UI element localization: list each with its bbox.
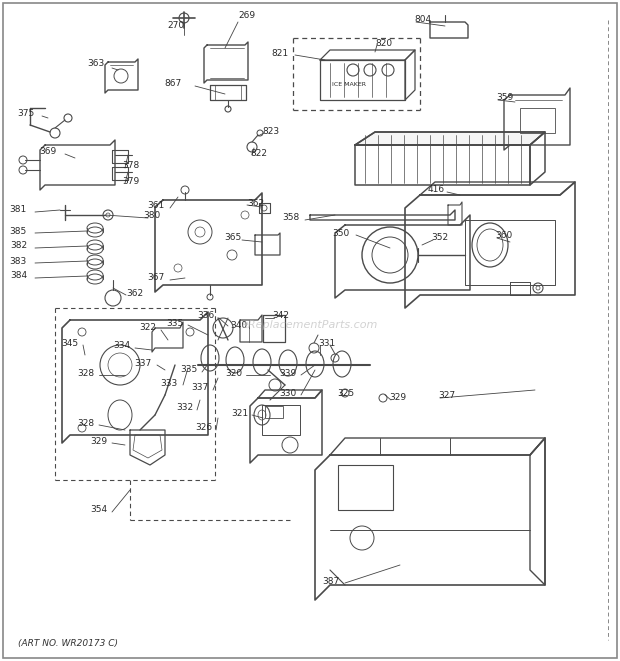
Text: 345: 345	[61, 338, 78, 348]
Text: 328: 328	[77, 368, 94, 377]
Text: 329: 329	[90, 436, 107, 446]
Text: 339: 339	[280, 368, 297, 377]
Text: 358: 358	[283, 214, 300, 223]
Bar	[338, 465, 393, 510]
Text: 382: 382	[10, 241, 27, 251]
Text: 321: 321	[231, 408, 248, 418]
Text: 367: 367	[148, 274, 165, 282]
Text: 334: 334	[113, 342, 130, 350]
Text: 270: 270	[167, 22, 184, 30]
Text: 385: 385	[10, 227, 27, 235]
Text: 384: 384	[10, 272, 27, 280]
Text: 381: 381	[10, 206, 27, 215]
Text: 329: 329	[389, 393, 406, 403]
Bar	[520, 108, 555, 133]
Text: 337: 337	[192, 383, 209, 393]
Text: 269: 269	[238, 11, 255, 20]
Text: 416: 416	[428, 186, 445, 194]
Text: 332: 332	[176, 403, 193, 412]
Text: 354: 354	[90, 506, 107, 514]
Text: 335: 335	[181, 366, 198, 375]
Text: ICE MAKER: ICE MAKER	[332, 82, 366, 87]
Text: 327: 327	[438, 391, 455, 401]
Text: 322: 322	[139, 323, 156, 332]
Text: 335: 335	[167, 319, 184, 327]
Text: 378: 378	[122, 161, 140, 171]
Text: 867: 867	[165, 79, 182, 87]
Text: 362: 362	[247, 198, 264, 208]
Text: 320: 320	[225, 368, 242, 377]
Text: 336: 336	[198, 311, 215, 321]
Text: 804: 804	[414, 15, 431, 24]
Text: 362: 362	[126, 288, 143, 297]
Text: 328: 328	[77, 418, 94, 428]
Text: 365: 365	[224, 233, 242, 243]
Text: 821: 821	[271, 48, 288, 58]
Text: 342: 342	[272, 311, 289, 321]
Text: 326: 326	[195, 424, 212, 432]
Text: 383: 383	[10, 256, 27, 266]
Text: 352: 352	[431, 233, 448, 243]
Text: 379: 379	[122, 176, 140, 186]
Text: 823: 823	[262, 126, 279, 136]
Text: 380: 380	[143, 212, 160, 221]
Text: 822: 822	[250, 149, 267, 157]
Text: 369: 369	[40, 147, 57, 155]
Text: 359: 359	[496, 93, 513, 102]
Bar	[262, 405, 300, 435]
Text: 350: 350	[333, 229, 350, 237]
Text: 340: 340	[230, 321, 247, 330]
Text: 325: 325	[337, 389, 354, 397]
Bar	[265, 406, 283, 418]
Text: 331: 331	[318, 338, 335, 348]
Text: 333: 333	[161, 379, 178, 387]
Text: 363: 363	[88, 59, 105, 67]
Text: 375: 375	[18, 108, 35, 118]
Text: 360: 360	[495, 231, 512, 241]
Polygon shape	[355, 132, 545, 145]
Text: 337: 337	[135, 358, 152, 368]
Text: 387: 387	[323, 576, 340, 586]
Text: 820: 820	[375, 38, 392, 48]
Text: (ART NO. WR20173 C): (ART NO. WR20173 C)	[18, 639, 118, 648]
Text: eReplacementParts.com: eReplacementParts.com	[242, 320, 378, 330]
Text: 361: 361	[148, 202, 165, 210]
Text: 330: 330	[280, 389, 297, 397]
